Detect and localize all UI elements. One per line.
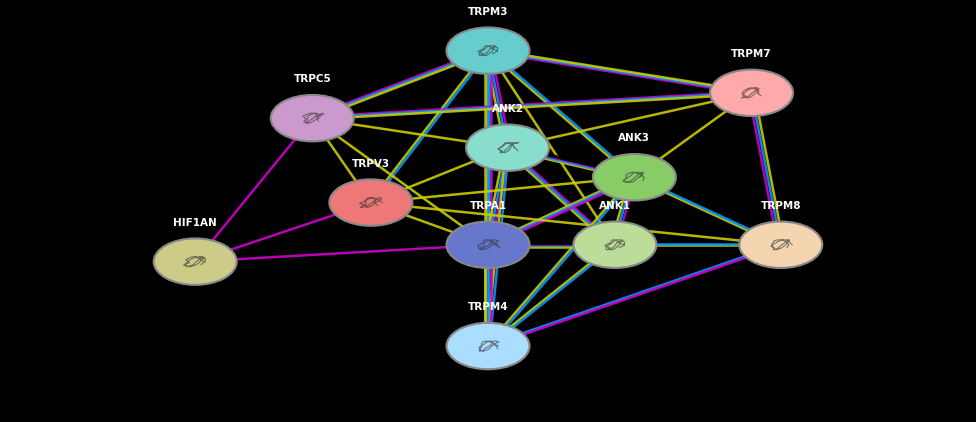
Ellipse shape bbox=[329, 179, 413, 226]
Ellipse shape bbox=[270, 95, 354, 141]
Ellipse shape bbox=[447, 27, 530, 74]
Text: ANK2: ANK2 bbox=[492, 104, 523, 114]
Text: TRPA1: TRPA1 bbox=[469, 201, 507, 211]
Text: TRPC5: TRPC5 bbox=[294, 74, 331, 84]
Ellipse shape bbox=[447, 222, 530, 268]
Ellipse shape bbox=[593, 154, 675, 200]
Ellipse shape bbox=[711, 70, 793, 116]
Ellipse shape bbox=[740, 222, 823, 268]
Text: ANK3: ANK3 bbox=[619, 133, 650, 143]
Text: TRPM7: TRPM7 bbox=[731, 49, 772, 59]
Ellipse shape bbox=[466, 124, 549, 171]
Ellipse shape bbox=[447, 323, 530, 369]
Text: HIF1AN: HIF1AN bbox=[174, 218, 217, 228]
Text: TRPV3: TRPV3 bbox=[351, 159, 390, 169]
Ellipse shape bbox=[574, 222, 657, 268]
Ellipse shape bbox=[154, 238, 237, 285]
Text: TRPM8: TRPM8 bbox=[760, 201, 801, 211]
Text: TRPM3: TRPM3 bbox=[468, 7, 508, 17]
Text: TRPM4: TRPM4 bbox=[468, 302, 508, 312]
Text: ANK1: ANK1 bbox=[599, 201, 630, 211]
